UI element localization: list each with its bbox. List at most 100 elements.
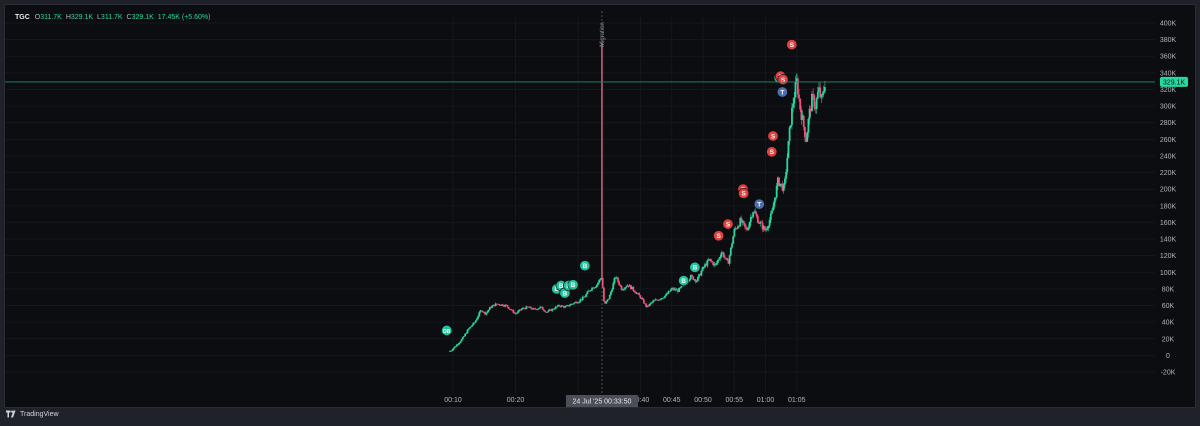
candle-body — [606, 299, 609, 302]
candle-body — [732, 236, 735, 244]
candle-body — [735, 228, 738, 230]
marker-label: DB — [443, 329, 451, 335]
marker-label: S — [781, 77, 786, 84]
candle-body — [503, 305, 505, 307]
candle-body — [479, 310, 482, 313]
candle-body — [792, 103, 795, 108]
candle-body — [634, 291, 637, 294]
candle-body — [551, 308, 554, 311]
tradingview-brand[interactable]: TradingView — [6, 410, 59, 418]
y-tick-label: 120K — [1160, 253, 1177, 260]
candle-body — [715, 262, 718, 265]
candle-body — [719, 256, 722, 259]
marker-circle — [579, 260, 591, 272]
candle-body — [765, 229, 767, 231]
candle-body — [657, 299, 659, 301]
candle-body — [510, 309, 512, 311]
sell-marker: S — [767, 130, 779, 142]
candle-body — [579, 299, 582, 302]
candle-body — [802, 115, 805, 127]
candle-body — [805, 137, 807, 142]
candle-body — [741, 220, 744, 223]
candle-body — [675, 289, 678, 291]
candle-layer — [448, 73, 826, 353]
candle-body — [612, 283, 615, 290]
candle-body — [458, 342, 461, 345]
candle-body — [655, 299, 658, 301]
candle-body — [571, 303, 574, 305]
candle-body — [739, 218, 742, 227]
candle-body — [497, 303, 499, 305]
candle-body — [586, 291, 589, 295]
candle-body — [638, 293, 641, 296]
candle-body — [759, 222, 762, 224]
candle-body — [592, 287, 595, 289]
candle-body — [815, 98, 818, 109]
y-tick-label: 260K — [1160, 137, 1177, 144]
candle-body — [559, 305, 562, 307]
candle-body — [755, 213, 758, 217]
candle-body — [771, 210, 773, 214]
candle-body — [693, 279, 696, 281]
y-tick-label: 40K — [1162, 320, 1175, 327]
candle-body — [823, 87, 826, 92]
chart-frame[interactable]: Migration DBBBBBBBBBSSSSTSSBSSTS 400K380… — [4, 4, 1196, 408]
candle-body — [528, 306, 531, 308]
candle-body — [480, 310, 483, 312]
price-chart[interactable]: Migration DBBBBBBBBBSSSSTSSBSSTS 400K380… — [5, 5, 1197, 409]
candle-body — [552, 308, 555, 310]
candle-body — [618, 281, 621, 285]
y-tick-label: -20K — [1161, 370, 1176, 377]
candle-body — [487, 309, 490, 312]
candle-body — [786, 157, 789, 173]
candle-body — [782, 184, 785, 191]
marker-label: B — [559, 283, 564, 290]
candle-body — [800, 109, 803, 120]
x-tick-label: 00:10 — [444, 397, 462, 404]
y-tick-label: 320K — [1160, 87, 1177, 94]
candle-body — [661, 298, 664, 299]
candle-body — [766, 228, 769, 230]
candle-body — [749, 217, 752, 223]
x-tick-label: 00:20 — [507, 397, 525, 404]
candle-body — [564, 306, 566, 308]
candle-body — [752, 212, 755, 217]
y-tick-label: 100K — [1160, 270, 1177, 277]
open-key: O — [34, 14, 41, 21]
candle-body — [537, 308, 539, 310]
candle-body — [553, 308, 556, 310]
candle-body — [637, 293, 639, 294]
candle-body — [602, 287, 605, 302]
candle-body — [666, 293, 669, 295]
marker-circle — [689, 261, 701, 273]
candle-body — [673, 288, 676, 290]
y-tick-label: 140K — [1160, 237, 1177, 244]
candle-body — [466, 329, 469, 334]
y-tick-label: 200K — [1160, 187, 1177, 194]
y-tick-label: 60K — [1162, 303, 1175, 310]
candle-body — [769, 213, 772, 220]
candle-body — [488, 307, 491, 310]
candle-body — [733, 228, 736, 237]
candle-body — [820, 95, 823, 98]
candle-body — [538, 308, 541, 309]
candle-body — [778, 177, 780, 186]
candle-body — [500, 304, 503, 306]
marker-label: S — [726, 221, 731, 228]
candle-body — [660, 298, 663, 300]
candle-body — [561, 305, 564, 307]
candle-body — [704, 264, 706, 268]
candle-body — [450, 350, 452, 352]
candle-body — [665, 293, 668, 296]
marker-circle — [786, 39, 798, 51]
candle-body — [631, 286, 633, 290]
candle-body — [812, 93, 815, 96]
candle-body — [674, 288, 677, 291]
candle-body — [581, 296, 584, 300]
marker-circle — [678, 275, 690, 287]
sell-marker: S — [777, 74, 789, 86]
candle-body — [679, 287, 682, 289]
candle-body — [649, 302, 652, 304]
candle-body — [595, 284, 598, 287]
marker-label: B — [554, 286, 559, 293]
